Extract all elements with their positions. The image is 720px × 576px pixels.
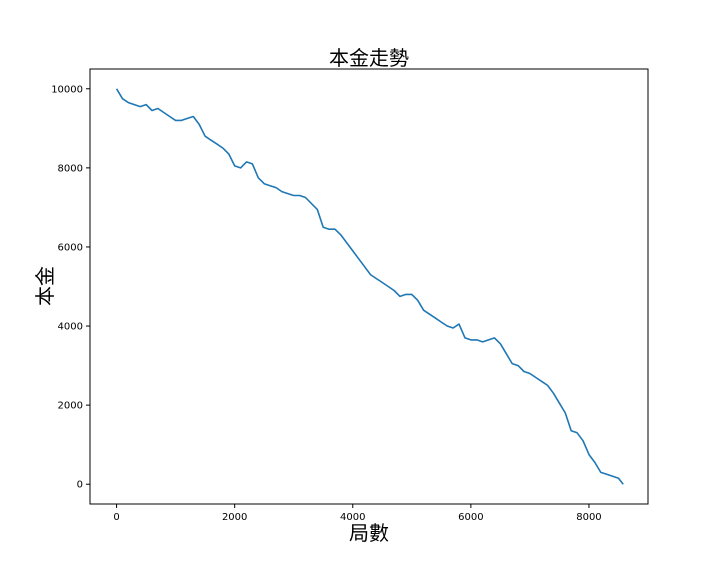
x-tick-label: 4000 [340,512,365,523]
plot-frame [89,68,649,505]
y-axis: 0 2000 4000 6000 8000 10000 [51,84,90,491]
x-tick-label: 8000 [576,512,601,523]
x-tick-label: 2000 [222,512,247,523]
chart-title: 本金走勢 [329,46,409,70]
series-line [115,88,624,485]
y-tick-label: 10000 [51,84,83,95]
x-tick-label: 6000 [458,512,483,523]
y-tick-label: 8000 [58,163,83,174]
y-tick-label: 0 [77,480,83,491]
y-tick-label: 4000 [58,322,83,333]
plot-area [115,88,624,485]
x-axis: 0 2000 4000 6000 8000 [113,504,602,523]
x-tick-label: 0 [113,512,119,523]
y-tick-label: 2000 [58,401,83,412]
x-axis-label: 局數 [349,521,389,545]
y-axis-label: 本金 [33,266,57,306]
y-tick-label: 6000 [58,242,83,253]
